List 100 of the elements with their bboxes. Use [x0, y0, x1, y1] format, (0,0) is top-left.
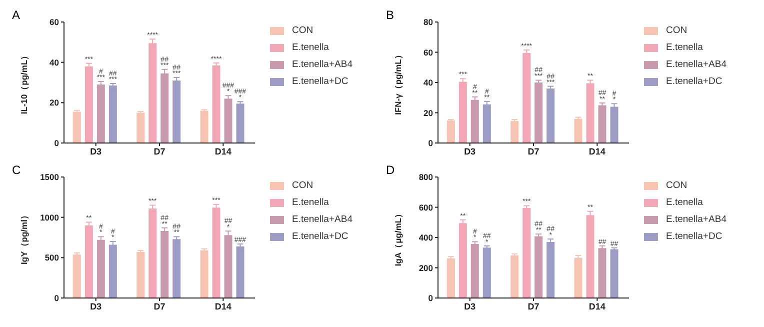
legend-label: E.tenella+DC — [666, 76, 722, 87]
x-tick-label: D3 — [90, 146, 102, 156]
bar — [236, 104, 244, 143]
x-tick-label: D14 — [214, 146, 232, 156]
y-axis-title: IFN-γ（pg/mL） — [393, 50, 404, 115]
bar — [72, 112, 81, 143]
bar — [172, 239, 181, 298]
x-tick-label: D3 — [90, 301, 102, 312]
y-tick-label: 200 — [418, 262, 434, 273]
bar — [160, 73, 169, 143]
bar — [200, 250, 208, 298]
chart-title: C — [12, 163, 21, 177]
legend-label: E.tenella+AB4 — [292, 214, 352, 225]
bar — [546, 242, 555, 298]
y-tick-label: 0 — [54, 138, 60, 148]
bar — [574, 118, 582, 143]
legend-label: CON — [292, 180, 314, 191]
bar — [510, 255, 519, 298]
x-tick-label: D7 — [528, 146, 540, 156]
bar — [224, 235, 232, 298]
y-tick-label: 800 — [418, 172, 434, 182]
bar — [224, 98, 232, 143]
legend-label: E.tenella — [666, 42, 703, 53]
x-tick-label: D14 — [214, 301, 232, 312]
x-tick-label: D14 — [588, 301, 606, 312]
legend-label: E.tenella+DC — [666, 231, 722, 242]
bar — [160, 231, 169, 298]
y-axis-title: IgA（μg/mL） — [393, 208, 404, 266]
bar — [136, 252, 145, 298]
y-axis-title: IgY（pg/ml） — [19, 210, 30, 264]
legend-label: E.tenella+AB4 — [292, 59, 352, 70]
y-tick-label: 400 — [418, 232, 434, 243]
y-tick-label: 40 — [50, 57, 60, 68]
legend-label: E.tenella — [666, 197, 703, 208]
legend-label: CON — [666, 25, 688, 36]
legend-label: E.tenella+DC — [292, 76, 348, 87]
y-tick-label: 600 — [418, 202, 434, 212]
x-tick-label: D7 — [154, 301, 166, 312]
y-tick-label: 80 — [424, 17, 434, 28]
chart-title: D — [386, 163, 395, 177]
bar — [522, 208, 531, 298]
bar — [574, 258, 582, 298]
x-tick-label: D7 — [528, 301, 540, 312]
legend-label: CON — [666, 180, 688, 191]
x-tick-label: D14 — [588, 146, 606, 156]
bar — [534, 82, 543, 143]
bar — [586, 83, 594, 143]
legend-label: E.tenella — [292, 42, 329, 53]
bar — [534, 236, 543, 298]
y-tick-label: 0 — [428, 138, 434, 148]
bar — [72, 254, 81, 298]
bar — [96, 240, 105, 298]
y-tick-label: 500 — [44, 252, 60, 263]
legend-label: E.tenella+AB4 — [666, 214, 726, 225]
bar — [136, 112, 145, 143]
bar — [458, 82, 467, 143]
legend-label: E.tenella+AB4 — [666, 59, 726, 70]
bar — [212, 65, 220, 143]
x-tick-label: D3 — [464, 301, 476, 312]
y-tick-label: 60 — [50, 17, 60, 28]
legend-label: E.tenella — [292, 197, 329, 208]
legend-label: CON — [292, 25, 314, 36]
x-tick-label: D3 — [464, 146, 476, 156]
bar — [610, 249, 618, 298]
bar — [446, 258, 455, 298]
y-tick-label: 0 — [428, 293, 434, 304]
bar — [108, 86, 117, 143]
bar — [482, 104, 491, 143]
y-tick-label: 60 — [424, 47, 434, 58]
bar — [598, 105, 606, 143]
bar — [84, 225, 93, 298]
y-tick-label: 20 — [424, 108, 434, 118]
y-axis-title: IL-10（pg/mL） — [19, 50, 30, 114]
bar — [212, 208, 220, 298]
bar — [522, 53, 531, 143]
bar — [546, 88, 555, 143]
chart-title: A — [12, 8, 20, 22]
bar — [610, 106, 618, 143]
bar — [172, 80, 181, 143]
y-tick-label: 1500 — [40, 172, 60, 182]
bar — [148, 43, 157, 143]
bar — [586, 215, 594, 298]
bar — [482, 248, 491, 298]
y-tick-label: 0 — [54, 293, 60, 304]
bar — [96, 84, 105, 143]
bar — [236, 246, 244, 298]
bar — [598, 248, 606, 298]
chart-title: B — [386, 8, 394, 22]
bar — [458, 223, 467, 298]
x-tick-label: D7 — [154, 146, 166, 156]
bar — [200, 110, 208, 143]
legend-label: E.tenella+DC — [292, 231, 348, 242]
bar — [446, 120, 455, 143]
bar — [510, 121, 519, 143]
y-tick-label: 1000 — [40, 212, 60, 222]
y-tick-label: 20 — [50, 98, 60, 108]
bar — [470, 244, 479, 298]
bar — [108, 244, 117, 298]
bar — [84, 66, 93, 143]
bar — [470, 100, 479, 143]
